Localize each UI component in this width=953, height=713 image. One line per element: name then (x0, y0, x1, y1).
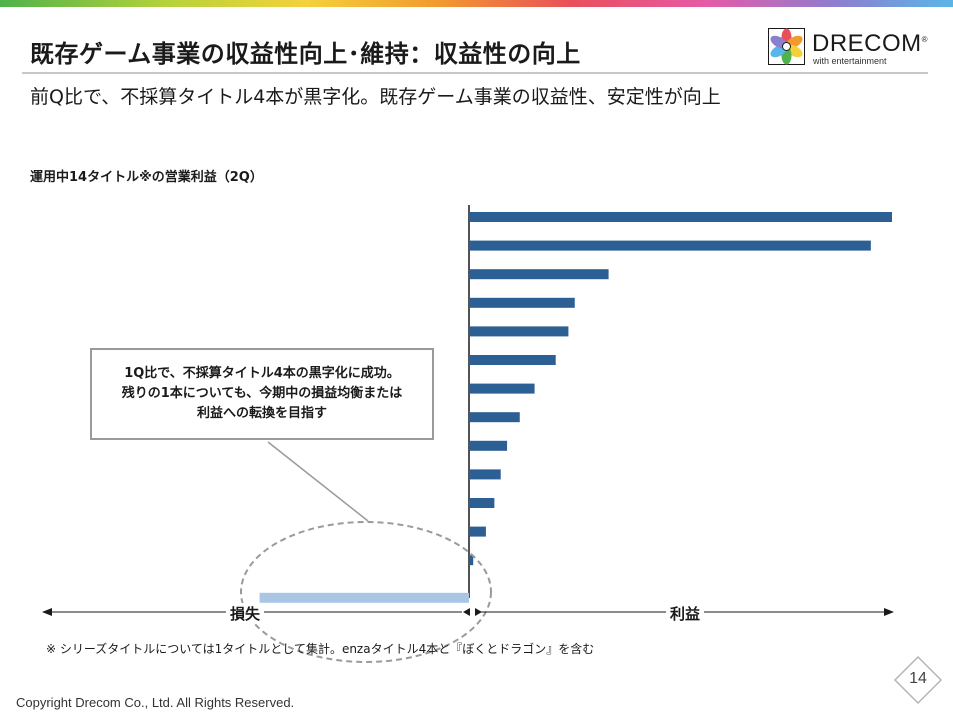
callout-line: 残りの1本についても、今期中の損益均衡または (121, 386, 403, 401)
page-title: 既存ゲーム事業の収益性向上･維持：収益性の向上 (30, 40, 581, 68)
profit-bar (469, 412, 520, 423)
callout-pointer-line (267, 441, 369, 522)
footnote: ※ シリーズタイトルについては1タイトルとして集計。enzaタイトル4本と『ぼく… (46, 642, 595, 656)
profit-bar (469, 498, 495, 508)
profit-bar (469, 269, 609, 280)
drecom-logo: DRECOM® with entertainment (768, 28, 928, 68)
page-number-diamond (893, 655, 943, 705)
profit-bar (469, 440, 508, 451)
loss-bar (259, 592, 469, 603)
profit-bar (469, 212, 892, 222)
top-color-bar (0, 0, 953, 7)
loss-arrow-head (42, 608, 52, 616)
loss-axis-label: 損失 (226, 603, 265, 624)
profit-axis-label: 利益 (666, 603, 705, 624)
chart-title: 運用中14タイトル※の営業利益（2Q） (30, 170, 263, 185)
callout-box: 1Q比で、不採算タイトル4本の黒字化に成功。 残りの1本についても、今期中の損益… (90, 348, 434, 440)
profit-bar (469, 355, 556, 365)
profit-bar (469, 555, 474, 566)
profit-arrow-head (884, 608, 894, 616)
highlight-circle (240, 521, 492, 663)
logo-tagline: with entertainment (813, 56, 887, 66)
profit-bar (469, 383, 535, 394)
center-left-arrow-head (463, 608, 470, 616)
profit-bar (469, 326, 569, 337)
page-number: 14 (909, 670, 927, 687)
callout-line: 1Q比で、不採算タイトル4本の黒字化に成功。 (124, 366, 400, 381)
callout-line: 利益への転換を目指す (196, 406, 327, 421)
profit-bar (469, 240, 871, 251)
title-divider (22, 72, 928, 74)
profit-bar (469, 469, 501, 480)
logo-wordmark: DRECOM® (812, 30, 929, 57)
page-subtitle: 前Q比で、不採算タイトル4本が黒字化。既存ゲーム事業の収益性、安定性が向上 (30, 86, 721, 108)
flower-logo-icon (768, 28, 805, 65)
profit-bar (469, 297, 575, 308)
copyright-text: Copyright Drecom Co., Ltd. All Rights Re… (16, 695, 295, 710)
bar-group (259, 212, 892, 603)
center-right-arrow-head (475, 608, 482, 616)
profit-bar (469, 526, 486, 537)
